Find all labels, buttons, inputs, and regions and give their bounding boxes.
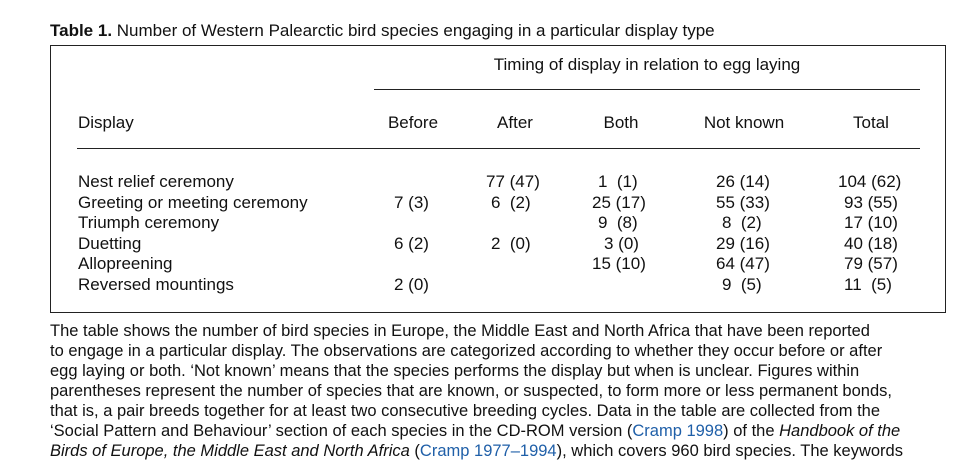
row-greeting-total: 93 (55) <box>844 192 898 212</box>
row-triumph-total: 17 (10) <box>844 213 898 232</box>
footnote-line: Birds of Europe, the Middle East and Nor… <box>50 441 950 461</box>
footnote-text: ), which covers 960 bird species. The ke… <box>556 442 903 460</box>
table-footnote-paragraph: The table shows the number of bird speci… <box>50 321 950 461</box>
row-reversed-mountings-before: 2 (0) <box>394 274 429 294</box>
citation-link-cramp-1998[interactable]: Cramp 1998 <box>632 422 724 440</box>
row-nest-relief-both: 1 (1) <box>598 172 638 191</box>
row-greeting-after: 6 (2) <box>491 192 531 212</box>
table-frame <box>50 45 946 313</box>
row-nest-relief-not-known: 26 (14) <box>716 172 770 191</box>
row-nest-relief-after: 77 (47) <box>486 172 540 191</box>
table-caption: Table 1. Number of Western Palearctic bi… <box>50 20 715 42</box>
row-greeting-display: Greeting or meeting ceremony <box>78 192 308 212</box>
row-duetting-not-known: 29 (16) <box>716 233 770 253</box>
footnote-line: to engage in a particular display. The o… <box>50 342 883 360</box>
row-reversed-mountings-display: Reversed mountings <box>78 274 234 294</box>
col-header-both: Both <box>603 113 639 132</box>
row-reversed-mountings-not-known: 9 (5) <box>722 274 762 294</box>
column-header-rule <box>77 148 920 149</box>
footnote-line: The table shows the number of bird speci… <box>50 322 870 340</box>
footnote-line: that is, a pair breeds together for at l… <box>50 402 881 420</box>
row-reversed-mountings-total: 11 (5) <box>844 274 892 294</box>
table-caption-text: Number of Western Palearctic bird specie… <box>116 21 715 40</box>
col-header-not-known: Not known <box>703 113 785 132</box>
row-duetting-display: Duetting <box>78 233 142 253</box>
row-duetting-both: 3 (0) <box>604 233 639 253</box>
footnote-text: ) of the <box>723 422 780 440</box>
row-duetting-total: 40 (18) <box>844 233 898 253</box>
footnote-text: ( <box>409 442 420 460</box>
table-caption-label: Table 1. <box>50 21 113 40</box>
footnote-text: ‘Social Pattern and Behaviour’ section o… <box>50 422 633 440</box>
row-nest-relief-total: 104 (62) <box>838 172 902 191</box>
timing-span-header: Timing of display in relation to egg lay… <box>493 55 801 74</box>
row-triumph-display: Triumph ceremony <box>78 213 220 232</box>
row-greeting-before: 7 (3) <box>394 192 429 212</box>
row-triumph-not-known: 8 (2) <box>722 213 762 232</box>
row-duetting-after: 2 (0) <box>491 233 531 253</box>
footnote-line: ‘Social Pattern and Behaviour’ section o… <box>50 421 950 441</box>
footnote-line: egg laying or both. ‘Not known’ means th… <box>50 362 860 380</box>
row-allopreening-total: 79 (57) <box>844 254 898 273</box>
row-allopreening-not-known: 64 (47) <box>716 254 770 273</box>
span-header-rule <box>374 89 920 90</box>
book-title-text: Birds of Europe, the Middle East and Nor… <box>50 442 410 460</box>
col-header-display: Display <box>78 113 134 132</box>
row-greeting-not-known: 55 (33) <box>716 192 770 212</box>
col-header-after: After <box>497 113 533 132</box>
book-title-text: Handbook of the <box>779 422 901 440</box>
citation-link-cramp-1977-1994[interactable]: Cramp 1977–1994 <box>419 442 557 460</box>
footnote-line: parentheses represent the number of spec… <box>50 382 892 400</box>
col-header-total: Total <box>853 113 889 132</box>
row-allopreening-display: Allopreening <box>78 254 173 273</box>
row-nest-relief-display: Nest relief ceremony <box>78 172 234 191</box>
row-greeting-both: 25 (17) <box>592 192 646 212</box>
row-triumph-both: 9 (8) <box>598 213 638 232</box>
row-duetting-before: 6 (2) <box>394 233 429 253</box>
row-allopreening-both: 15 (10) <box>592 254 646 273</box>
col-header-before: Before <box>387 113 439 132</box>
